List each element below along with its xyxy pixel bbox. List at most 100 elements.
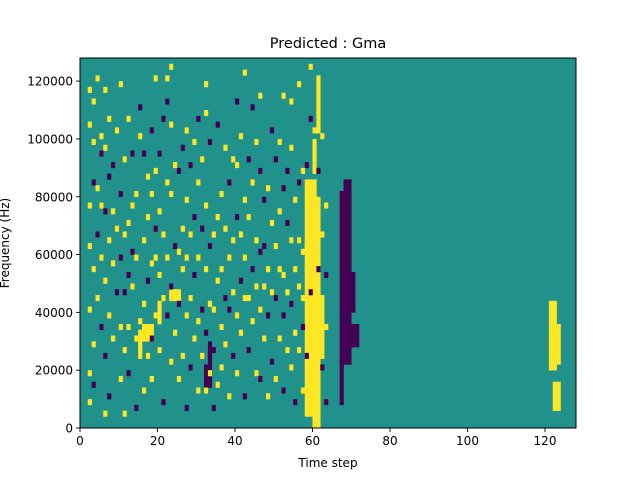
- heatmap-cell: [130, 202, 135, 209]
- heatmap-cell: [312, 335, 317, 342]
- heatmap-cell: [95, 231, 100, 238]
- heatmap-cell: [281, 271, 286, 278]
- heatmap-cell: [149, 127, 154, 134]
- heatmap-cell: [316, 266, 321, 273]
- heatmap-cell: [134, 335, 139, 342]
- heatmap-cell: [304, 266, 309, 273]
- heatmap-cell: [269, 219, 275, 226]
- heatmap-cell: [238, 329, 244, 336]
- heatmap-cell: [107, 312, 112, 319]
- heatmap-cell: [277, 138, 282, 146]
- heatmap-cell: [122, 410, 127, 417]
- heatmap-cell: [308, 115, 313, 122]
- heatmap-block: [207, 341, 213, 388]
- x-tick-label: 20: [150, 434, 165, 448]
- heatmap-cell: [238, 231, 244, 238]
- heatmap-cell: [281, 92, 286, 99]
- heatmap-block: [312, 410, 321, 429]
- heatmap-cell: [122, 231, 127, 238]
- heatmap-cell: [192, 271, 197, 278]
- heatmap-cell: [242, 69, 247, 76]
- heatmap-cell: [126, 271, 131, 278]
- heatmap-cells: [80, 58, 577, 429]
- x-axis: 0 20 40 60 80 100 120: [76, 428, 556, 448]
- heatmap-cell: [211, 231, 216, 238]
- heatmap-cell: [169, 190, 174, 198]
- heatmap-cell: [238, 133, 244, 140]
- heatmap-cell: [87, 370, 92, 377]
- heatmap-cell: [145, 214, 151, 221]
- heatmap-cell: [231, 237, 236, 244]
- heatmap-cell: [95, 185, 100, 192]
- x-tick-label: 100: [456, 434, 479, 448]
- heatmap-cell: [165, 254, 170, 261]
- heatmap-cell: [103, 352, 108, 359]
- heatmap-block: [347, 271, 356, 313]
- heatmap-cell: [176, 167, 182, 174]
- heatmap-block: [552, 381, 561, 411]
- heatmap-cell: [107, 115, 112, 122]
- heatmap-cell: [297, 179, 302, 186]
- heatmap-cell: [215, 381, 220, 388]
- heatmap-cell: [111, 162, 116, 169]
- heatmap-cell: [207, 300, 213, 307]
- heatmap-cell: [157, 271, 162, 278]
- heatmap-cell: [254, 138, 259, 146]
- heatmap-cell: [188, 231, 193, 238]
- heatmap-cell: [103, 208, 108, 215]
- heatmap-cell: [227, 393, 232, 400]
- x-tick-label: 80: [382, 434, 397, 448]
- heatmap-cell: [223, 225, 228, 232]
- heatmap-cell: [134, 404, 139, 411]
- heatmap-cell: [87, 399, 92, 406]
- heatmap-cell: [246, 295, 251, 302]
- heatmap-cell: [246, 347, 251, 354]
- heatmap-cell: [165, 312, 170, 319]
- heatmap-cell: [149, 335, 154, 342]
- heatmap-cell: [297, 283, 302, 290]
- heatmap-cell: [227, 306, 232, 313]
- heatmap-cell: [184, 404, 189, 411]
- heatmap-cell: [320, 300, 325, 307]
- heatmap-cell: [134, 254, 139, 261]
- heatmap-cell: [180, 266, 185, 273]
- y-tick-label: 100000: [27, 132, 73, 146]
- heatmap-cell: [126, 115, 131, 122]
- heatmap-cell: [211, 306, 216, 313]
- heatmap-cell: [91, 266, 96, 273]
- x-axis-label: Time step: [297, 456, 357, 470]
- heatmap-cell: [262, 335, 267, 342]
- heatmap-cell: [169, 63, 174, 70]
- heatmap-cell: [103, 277, 108, 284]
- heatmap-cell: [161, 295, 166, 302]
- heatmap-cell: [130, 248, 135, 255]
- heatmap-cell: [300, 167, 306, 174]
- heatmap-cell: [118, 254, 123, 261]
- heatmap-cell: [87, 306, 92, 313]
- heatmap-cell: [153, 225, 158, 232]
- heatmap-cell: [173, 329, 178, 336]
- heatmap-cell: [157, 208, 162, 215]
- heatmap-cell: [95, 75, 100, 82]
- heatmap-cell: [142, 237, 147, 244]
- heatmap-cell: [316, 312, 321, 319]
- heatmap-cell: [111, 260, 116, 267]
- heatmap-cell: [184, 254, 189, 261]
- heatmap-cell: [246, 214, 251, 221]
- heatmap-cell: [204, 266, 209, 273]
- heatmap-cell: [200, 225, 205, 232]
- heatmap-cell: [235, 312, 240, 319]
- heatmap-cell: [324, 271, 329, 278]
- heatmap-cell: [153, 75, 158, 82]
- heatmap-cell: [266, 312, 271, 319]
- heatmap-cell: [235, 370, 240, 377]
- heatmap-cell: [99, 254, 104, 261]
- heatmap-cell: [254, 283, 259, 290]
- heatmap-cell: [308, 63, 313, 70]
- heatmap-cell: [153, 167, 158, 174]
- heatmap-cell: [161, 115, 166, 122]
- heatmap-cell: [184, 312, 189, 319]
- heatmap-cell: [145, 173, 151, 180]
- heatmap-cell: [180, 352, 185, 359]
